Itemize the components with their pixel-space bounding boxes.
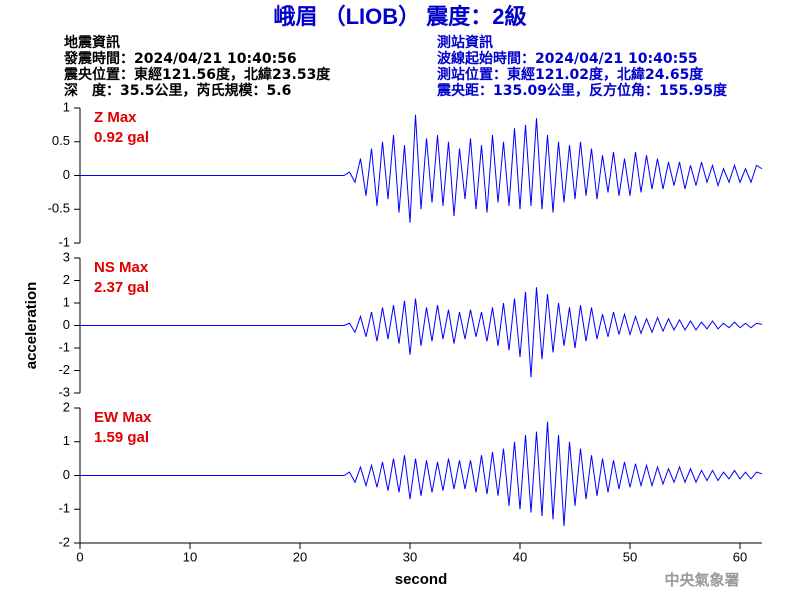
y-tick-label: -1 <box>58 501 70 516</box>
y-tick-label: -1 <box>58 234 70 249</box>
y-tick-label: 1 <box>63 294 70 309</box>
y-tick-label: -0.5 <box>48 201 70 216</box>
y-tick-label: 1 <box>63 99 70 114</box>
info-text: 深 度：35.5公里，芮氏規模：5.6 <box>64 82 291 99</box>
y-tick-label: -3 <box>58 384 70 399</box>
x-tick-label: 40 <box>513 549 527 564</box>
x-axis-label: second <box>395 571 448 588</box>
info-text: 震央位置：東經121.56度，北緯23.53度 <box>63 66 331 83</box>
info-text: 測站位置：東經121.02度，北緯24.65度 <box>437 66 704 83</box>
info-text: 震央距：135.09公里，反方位角：155.95度 <box>436 82 728 99</box>
y-tick-label: -2 <box>58 534 70 549</box>
x-tick-label: 50 <box>623 549 637 564</box>
annotation: 0.92 gal <box>94 129 149 146</box>
y-tick-label: 2 <box>63 399 70 414</box>
annotation: Z Max <box>94 109 137 126</box>
y-tick-label: 0 <box>63 167 70 182</box>
x-tick-label: 30 <box>403 549 417 564</box>
x-tick-label: 20 <box>293 549 307 564</box>
y-tick-label: -2 <box>58 362 70 377</box>
footer: 中央氣象署 <box>664 571 739 589</box>
x-tick-label: 60 <box>733 549 747 564</box>
annotation: EW Max <box>94 409 152 426</box>
chart-title: 峨眉 （LIOB） 震度：2級 <box>273 4 526 29</box>
info-text: 地震資訊 <box>64 34 120 51</box>
y-tick-label: 0 <box>63 467 70 482</box>
info-text: 測站資訊 <box>437 34 493 51</box>
annotation: NS Max <box>94 259 149 276</box>
x-tick-label: 10 <box>183 549 197 564</box>
y-tick-label: 1 <box>63 433 70 448</box>
waveform <box>80 287 763 378</box>
y-tick-label: 2 <box>63 272 70 287</box>
y-tick-label: 3 <box>63 249 70 264</box>
annotation: 2.37 gal <box>94 279 149 296</box>
y-tick-label: 0 <box>63 317 70 332</box>
annotation: 1.59 gal <box>94 429 149 446</box>
y-tick-label: 0.5 <box>52 133 70 148</box>
y-axis-label: acceleration <box>23 282 40 370</box>
info-text: 波線起始時間：2024/04/21 10:40:55 <box>437 50 698 67</box>
waveform <box>80 421 763 527</box>
waveform <box>80 114 763 223</box>
x-tick-label: 0 <box>76 549 83 564</box>
info-text: 發震時間：2024/04/21 10:40:56 <box>63 50 297 67</box>
y-tick-label: -1 <box>58 339 70 354</box>
